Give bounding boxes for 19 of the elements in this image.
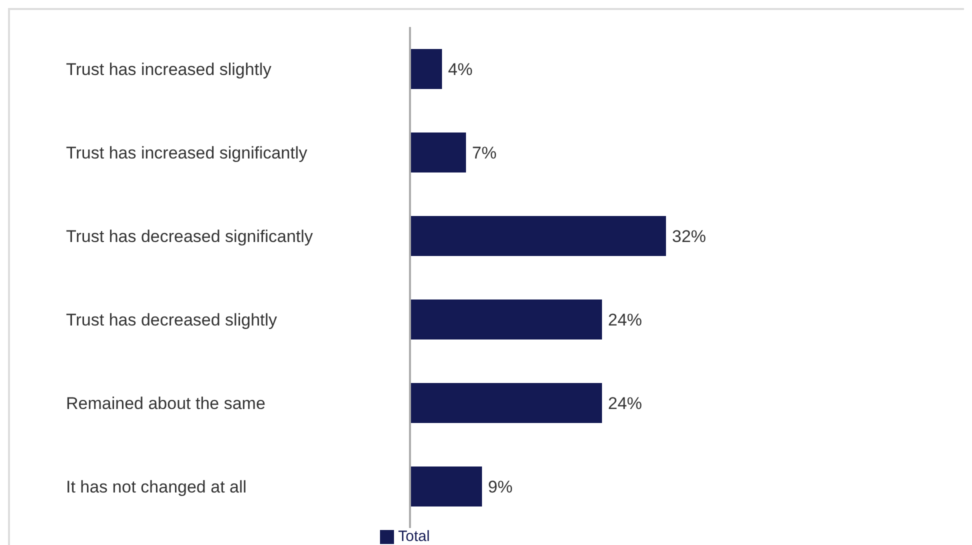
bar (410, 300, 602, 340)
y-tick-label: It has not changed at all (66, 477, 247, 496)
y-tick-label: Trust has increased significantly (66, 143, 308, 162)
y-tick-label: Remained about the same (66, 394, 266, 413)
y-tick-label: Trust has decreased significantly (66, 226, 314, 246)
legend-label: Total (398, 528, 430, 545)
bar (410, 216, 666, 256)
data-label: 4% (448, 60, 473, 80)
data-label: 9% (488, 478, 513, 497)
data-label: 24% (608, 394, 642, 414)
data-label: 32% (672, 227, 706, 246)
bar (410, 132, 466, 172)
data-label: 24% (608, 310, 642, 330)
y-tick-label: Trust has increased slightly (66, 60, 272, 79)
bar (410, 49, 442, 89)
bar (410, 383, 602, 423)
bar (410, 466, 482, 506)
data-label: 7% (472, 144, 497, 163)
y-tick-label: Trust has decreased slightly (66, 310, 278, 330)
